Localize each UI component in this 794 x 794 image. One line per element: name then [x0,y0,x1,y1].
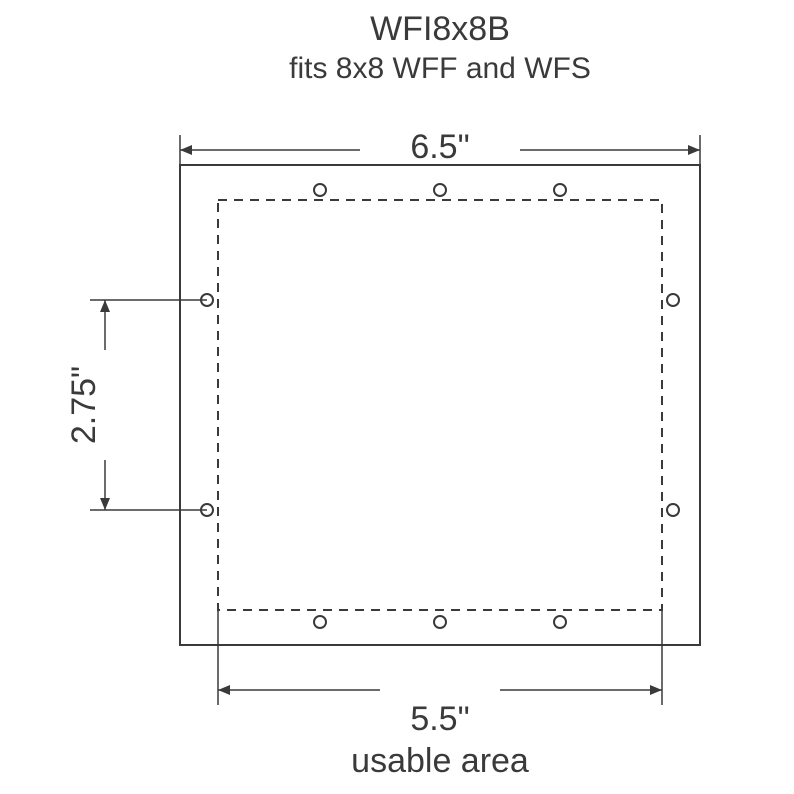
hole [667,294,679,306]
hole [314,184,326,196]
hole [314,616,326,628]
hole [434,184,446,196]
dimension-bottom: 5.5" usable area [218,610,662,780]
dimension-top-label: 6.5" [410,128,469,166]
dimension-left: 2.75" [65,300,207,510]
hole [554,184,566,196]
hole [667,504,679,516]
dimension-top: 6.5" [180,128,700,166]
dimension-bottom-label: 5.5" [410,700,469,738]
dimension-left-label: 2.75" [65,366,103,444]
hole [434,616,446,628]
hole [554,616,566,628]
dimension-bottom-sublabel: usable area [351,742,529,780]
plate-inner-dash [218,200,662,610]
plate-outer [180,165,700,645]
diagram-subtitle: fits 8x8 WFF and WFS [289,52,591,85]
diagram-title: WFI8x8B [370,10,510,48]
holes [201,184,679,628]
